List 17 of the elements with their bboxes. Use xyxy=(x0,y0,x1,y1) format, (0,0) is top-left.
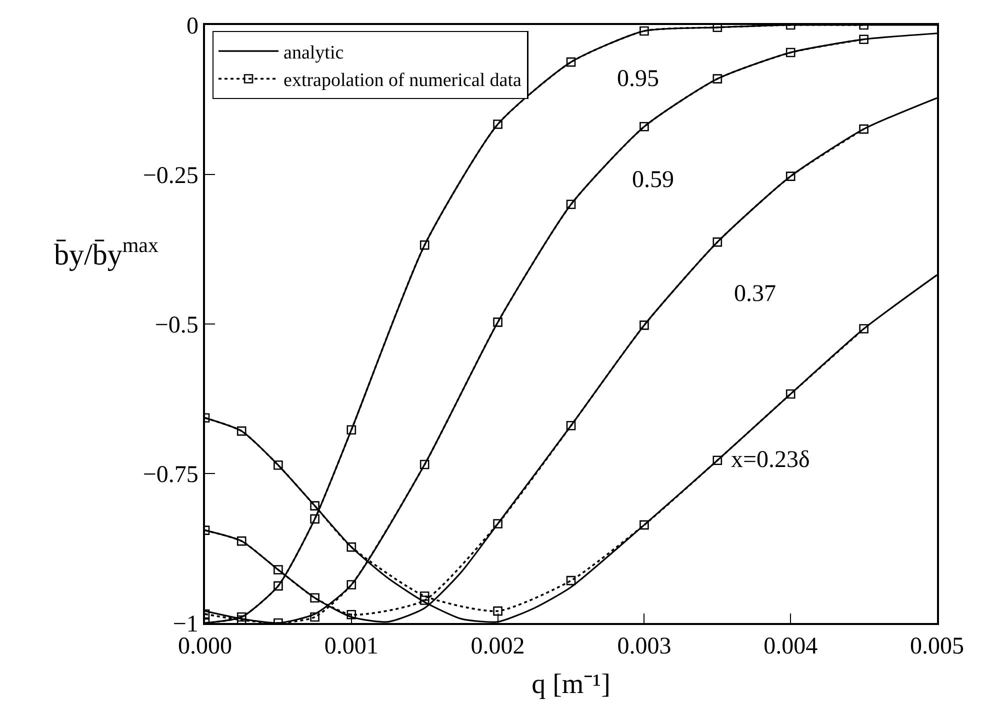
x-tick-label: 0.005 xyxy=(910,634,964,660)
x-axis-title: q [m⁻¹] xyxy=(532,669,610,700)
legend-label: analytic xyxy=(284,42,344,64)
y-tick-label: −0.5 xyxy=(154,312,198,338)
annotation: 0.59 xyxy=(632,167,674,193)
annotation: 0.37 xyxy=(734,281,776,307)
y-tick-label: 0 xyxy=(186,13,198,40)
x-tick-label: 0.002 xyxy=(470,634,525,660)
y-axis-title: b̄y/b̄y$^{max}$ xyxy=(54,233,159,272)
y-tick-label: −0.25 xyxy=(142,162,198,189)
annotation: 0.95 xyxy=(617,66,659,92)
annotation: x=0.23δ xyxy=(731,447,810,473)
legend-label: extrapolation of numerical data xyxy=(284,70,522,92)
x-tick-label: 0.001 xyxy=(324,634,378,660)
x-tick-label: 0.003 xyxy=(617,634,672,660)
y-tick-label: −0.75 xyxy=(142,462,198,488)
x-tick-label: 0.004 xyxy=(764,634,818,660)
